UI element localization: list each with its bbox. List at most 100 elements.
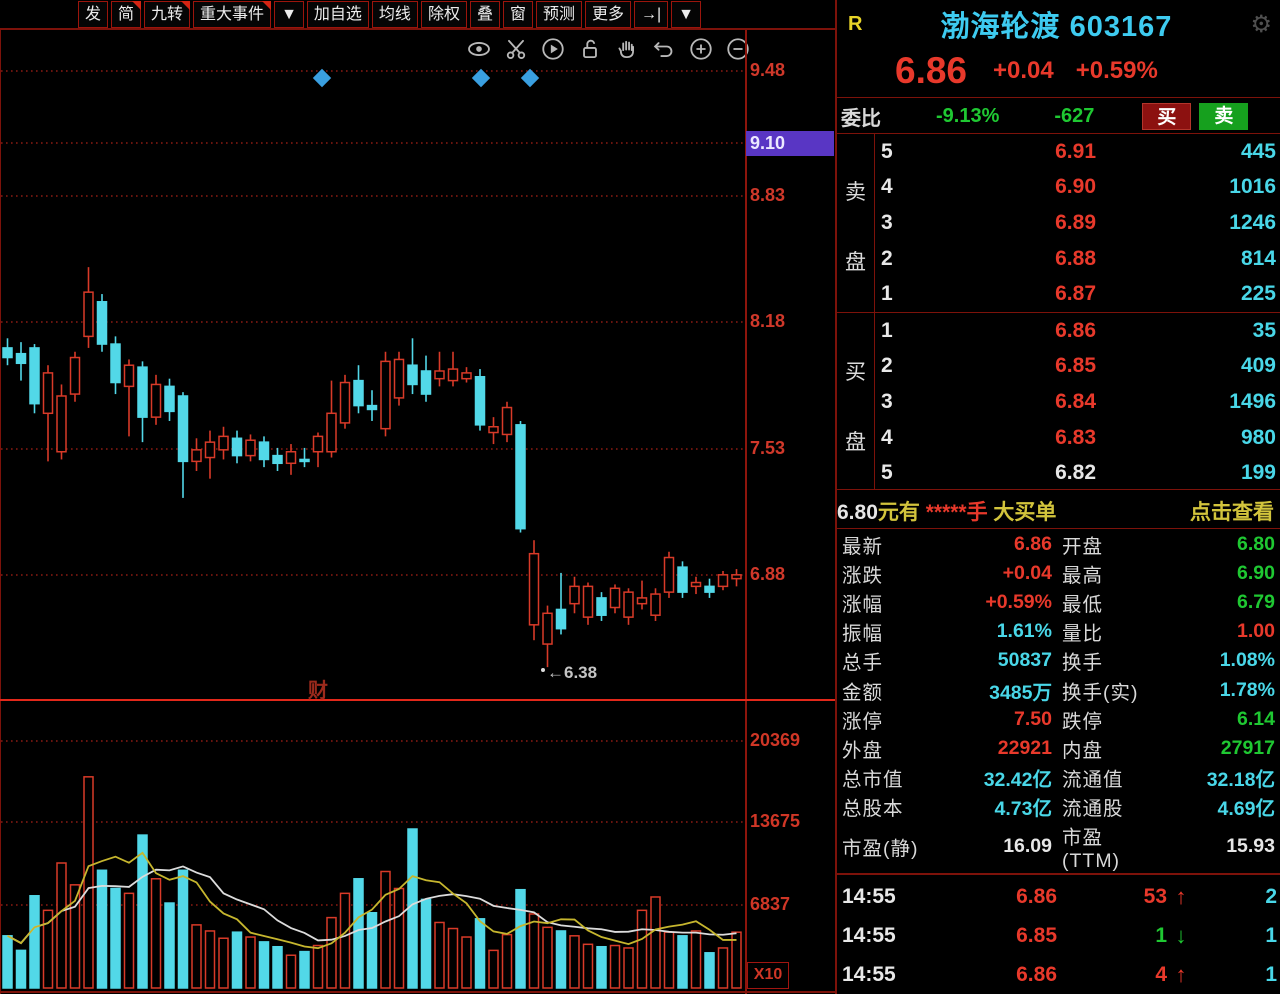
margin-flag-badge: R: [848, 12, 863, 35]
order-book: 卖 盘 买 盘 5 6.91 445 4 6.90 1016 3 6.89 12…: [837, 133, 1280, 490]
level-volume: 225: [1240, 282, 1276, 306]
sell-levels: 5 6.91 445 4 6.90 1016 3 6.89 1246 2 6.8…: [875, 134, 1280, 312]
tick-extra: 1: [1265, 962, 1277, 986]
stats-grid: 最新 6.86 开盘 6.80 涨跌 +0.04 最高 6.90 涨幅 +0.5…: [837, 530, 1280, 875]
level-price: 6.83: [1055, 425, 1096, 449]
toolbar-button[interactable]: 均线: [371, 1, 418, 28]
toolbar-button[interactable]: 窗: [502, 1, 533, 28]
tick-count: 4: [1155, 962, 1167, 986]
level-volume: 1016: [1229, 175, 1276, 199]
stat-label: 涨幅: [842, 594, 884, 617]
toolbar-button[interactable]: 重大事件: [193, 1, 272, 28]
stat-label: 涨跌: [842, 565, 884, 588]
alert-price-label[interactable]: 9.10: [746, 131, 834, 156]
big-order-segment: 大买单: [987, 501, 1057, 524]
order-book-row[interactable]: 1 6.86 35: [875, 313, 1280, 349]
toolbar-button[interactable]: 发: [78, 1, 109, 28]
toolbar-button[interactable]: →|: [634, 1, 669, 28]
order-book-row[interactable]: 2 6.85 409: [875, 349, 1280, 385]
order-book-row[interactable]: 2 6.88 814: [875, 241, 1280, 277]
tick-time: 14:55: [842, 962, 896, 986]
stat-value: 4.69亿: [1217, 797, 1275, 820]
play-icon[interactable]: [540, 36, 566, 62]
level-price: 6.91: [1055, 139, 1096, 163]
cai-news-marker[interactable]: 财: [308, 680, 328, 702]
order-book-row[interactable]: 5 6.91 445: [875, 134, 1280, 170]
sell-strip-char: 卖: [845, 181, 866, 204]
stat-value: 3485万: [989, 681, 1052, 704]
stock-name-code[interactable]: 渤海轮渡 603167: [940, 11, 1173, 43]
view-big-orders-link[interactable]: 点击查看: [1190, 501, 1274, 524]
panel-split-line: [0, 699, 836, 701]
volume-axis-label: 13675: [750, 811, 801, 831]
zoom-in-icon[interactable]: [688, 36, 714, 62]
hand-icon[interactable]: [614, 36, 640, 62]
level-price: 6.88: [1055, 246, 1096, 270]
price-row: 6.86 +0.04 +0.59%: [837, 47, 1280, 95]
stat-label: 涨停: [842, 710, 884, 733]
order-book-strip: 卖 盘 买 盘: [837, 134, 875, 489]
order-book-row[interactable]: 5 6.82 199: [875, 455, 1280, 491]
tick-row[interactable]: 14:55 6.86 4 ↑ 1: [837, 955, 1280, 994]
price-change: +0.04: [993, 57, 1054, 84]
toolbar-button[interactable]: 加自选: [306, 1, 369, 28]
price-axis-label: 8.18: [750, 311, 786, 331]
order-book-row[interactable]: 4 6.83 980: [875, 420, 1280, 456]
stat-value: 1.00: [1237, 620, 1275, 643]
toolbar-button[interactable]: 预测: [535, 1, 582, 28]
toolbar-button[interactable]: ▼: [671, 1, 702, 28]
top-toolbar: 发简九转 重大事件 ▼ 加自选 均线 除权叠窗预测 更多 →| ▼: [0, 0, 836, 30]
sell-button[interactable]: 卖: [1199, 102, 1249, 130]
stat-label: 量比: [1062, 623, 1104, 646]
stat-value: 27917: [1220, 736, 1275, 759]
tick-row[interactable]: 14:55 6.86 53 ↑ 2: [837, 877, 1280, 916]
stat-row: 外盘 22921 内盘 27917: [837, 734, 1280, 763]
big-order-segment: 6.80: [837, 501, 878, 524]
stat-value: 6.14: [1237, 707, 1275, 730]
undo-icon[interactable]: [651, 36, 677, 62]
tick-direction-arrow-icon: ↑: [1175, 961, 1187, 987]
toolbar-button[interactable]: 更多: [585, 1, 632, 28]
stat-value: 15.93: [1226, 835, 1275, 858]
stat-label: 换手: [1062, 652, 1104, 675]
stat-row: 涨跌 +0.04 最高 6.90: [837, 559, 1280, 588]
eye-icon[interactable]: [466, 36, 492, 62]
level: 4: [881, 175, 893, 199]
big-order-segment: 手: [966, 501, 988, 524]
stat-label: 内盘: [1062, 739, 1104, 762]
level: 3: [881, 389, 893, 413]
tick-direction-arrow-icon: ↑: [1175, 883, 1187, 909]
kline-chart[interactable]: [0, 0, 745, 994]
toolbar-button[interactable]: ▼: [274, 1, 304, 28]
weibi-row: 委比 -9.13% -627 买 卖: [837, 100, 1280, 132]
toolbar-button[interactable]: 叠: [469, 1, 500, 28]
toolbar-button[interactable]: 除权: [420, 1, 467, 28]
level: 3: [881, 210, 893, 234]
stat-value: 1.78%: [1219, 678, 1275, 701]
scissors-icon[interactable]: [503, 36, 529, 62]
level-price: 6.90: [1055, 175, 1096, 199]
level-price: 6.86: [1055, 318, 1096, 342]
order-book-row[interactable]: 3 6.89 1246: [875, 205, 1280, 241]
level-volume: 445: [1240, 139, 1276, 163]
level: 5: [881, 139, 893, 163]
level-volume: 1496: [1229, 389, 1276, 413]
stat-label: 换手(实): [1062, 681, 1139, 704]
tick-row[interactable]: 14:55 6.85 1 ↓ 1: [837, 916, 1280, 955]
order-book-row[interactable]: 1 6.87 225: [875, 276, 1280, 312]
toolbar-button[interactable]: 九转: [144, 1, 191, 28]
stat-value: 7.50: [1014, 707, 1052, 730]
gear-icon[interactable]: ⚙: [1250, 10, 1272, 38]
order-book-row[interactable]: 4 6.90 1016: [875, 170, 1280, 206]
toolbar-button[interactable]: 简: [111, 1, 142, 28]
order-book-row[interactable]: 3 6.84 1496: [875, 384, 1280, 420]
chart-left-border: [0, 30, 1, 994]
stat-label: 最高: [1062, 565, 1104, 588]
unlock-icon[interactable]: [577, 36, 603, 62]
zoom-out-icon[interactable]: [725, 36, 751, 62]
stat-value: 32.18亿: [1206, 768, 1275, 791]
tick-extra: 1: [1265, 923, 1277, 947]
buy-button[interactable]: 买: [1142, 102, 1192, 130]
big-order-segment: *****: [925, 501, 967, 524]
